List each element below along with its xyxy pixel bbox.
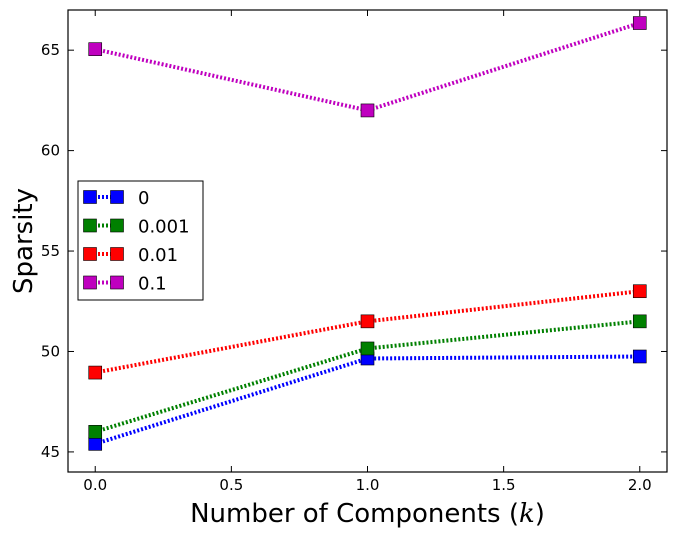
legend: 0 0.001 0.01 0.1 xyxy=(77,180,204,301)
data-point-marker xyxy=(88,365,103,380)
legend-label: 0.001 xyxy=(138,217,190,238)
y-tick-label: 65 xyxy=(41,41,60,59)
data-point-marker xyxy=(88,425,103,439)
legend-marker xyxy=(110,275,124,290)
axis-ticks: 0.0 0.5 1.0 1.5 2.0 45 50 55 60 65 xyxy=(41,10,667,494)
x-axis-label-suffix: ) xyxy=(535,499,545,529)
legend-marker xyxy=(110,190,124,204)
data-point-marker xyxy=(360,103,375,118)
legend-marker xyxy=(110,247,124,261)
legend-marker xyxy=(83,275,97,290)
data-point-marker xyxy=(88,437,103,451)
y-tick-label: 50 xyxy=(41,342,60,360)
y-tick-label: 55 xyxy=(41,242,60,260)
legend-label: 0.01 xyxy=(138,245,178,266)
data-point-marker xyxy=(632,314,647,329)
legend-marker xyxy=(83,247,97,261)
data-point-marker xyxy=(632,284,647,299)
y-axis-label: Sparsity xyxy=(9,188,39,294)
series-line xyxy=(94,319,640,434)
x-axis-label: Number of Components (k) xyxy=(190,499,545,529)
legend-box xyxy=(77,180,204,301)
legend-label: 0.1 xyxy=(138,274,167,295)
legend-marker xyxy=(83,190,97,204)
y-tick-label: 60 xyxy=(41,142,60,160)
data-point-marker xyxy=(632,16,647,30)
legend-marker xyxy=(110,218,124,233)
series-line xyxy=(94,354,640,446)
data-point-marker xyxy=(360,341,375,356)
x-tick-label: 1.0 xyxy=(356,476,380,494)
x-axis-label-prefix: Number of Components ( xyxy=(190,499,519,529)
x-axis-label-variable: k xyxy=(519,499,535,529)
series-layer xyxy=(88,16,647,451)
data-point-marker xyxy=(88,42,103,56)
y-tick-label: 45 xyxy=(41,443,60,461)
x-tick-label: 1.5 xyxy=(492,476,516,494)
legend-marker xyxy=(83,218,97,233)
legend-label: 0 xyxy=(138,188,149,209)
data-point-marker xyxy=(360,314,375,329)
data-point-marker xyxy=(632,349,647,364)
x-tick-label: 2.0 xyxy=(628,476,652,494)
series-line xyxy=(94,21,641,113)
x-tick-label: 0.5 xyxy=(219,476,243,494)
x-tick-label: 0.0 xyxy=(83,476,107,494)
